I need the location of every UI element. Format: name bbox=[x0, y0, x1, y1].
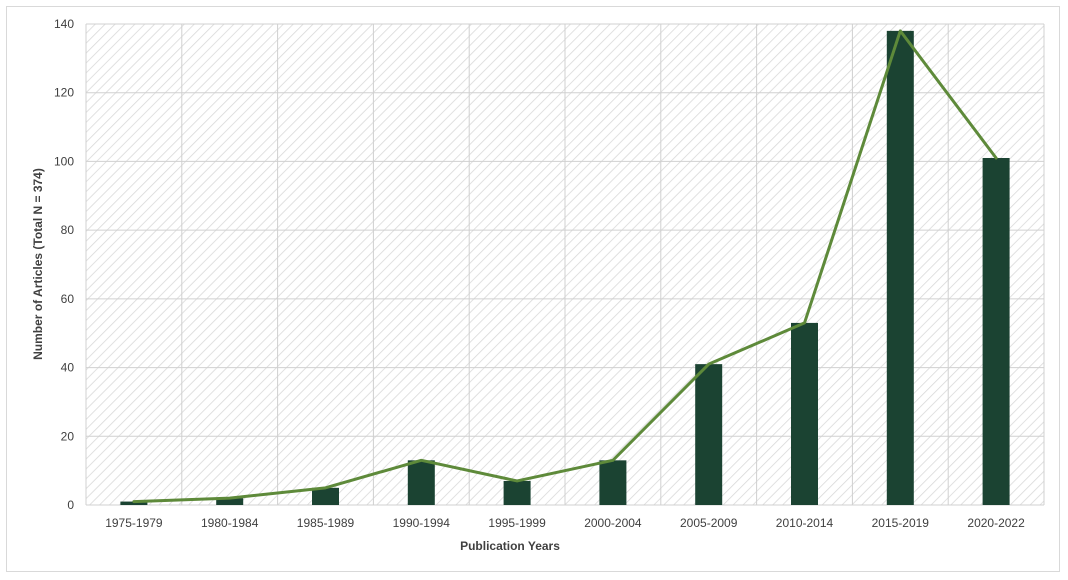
x-tick-label: 1990-1994 bbox=[393, 516, 451, 530]
y-axis-title: Number of Articles (Total N = 374) bbox=[31, 168, 45, 360]
line-series bbox=[132, 29, 998, 504]
y-tick-label: 60 bbox=[61, 292, 75, 306]
x-tick-label: 2000-2004 bbox=[584, 516, 642, 530]
x-tick-label: 2020-2022 bbox=[967, 516, 1025, 530]
y-axis-ticks: 0 20 40 60 80 100 120 140 bbox=[54, 17, 74, 512]
y-tick-label: 40 bbox=[61, 361, 75, 375]
y-tick-label: 100 bbox=[54, 154, 74, 168]
bar-1985-1989 bbox=[312, 487, 339, 505]
x-tick-label: 2005-2009 bbox=[680, 516, 738, 530]
x-axis-title: Publication Years bbox=[460, 539, 560, 553]
y-tick-label: 140 bbox=[54, 17, 74, 31]
x-tick-label: 2015-2019 bbox=[872, 516, 930, 530]
gridlines bbox=[85, 23, 1045, 506]
bar-1990-1994 bbox=[407, 460, 435, 505]
trend-line bbox=[132, 29, 998, 504]
y-tick-label: 0 bbox=[67, 498, 74, 512]
x-tick-label: 1995-1999 bbox=[488, 516, 546, 530]
bar-1995-1999 bbox=[503, 480, 531, 505]
bar-2015-2019 bbox=[886, 30, 914, 505]
x-tick-label: 1975-1979 bbox=[105, 516, 163, 530]
bar-1980-1984 bbox=[216, 498, 244, 505]
y-tick-label: 80 bbox=[61, 223, 75, 237]
x-tick-label: 1985-1989 bbox=[297, 516, 355, 530]
bar-2000-2004 bbox=[599, 460, 627, 505]
bar-1975-1979 bbox=[120, 501, 148, 505]
y-tick-label: 20 bbox=[61, 429, 75, 443]
bar-2020-2022 bbox=[982, 157, 1010, 505]
bar-2010-2014 bbox=[791, 322, 818, 505]
bar-2005-2009 bbox=[695, 364, 723, 505]
bar-series bbox=[120, 30, 1010, 505]
y-tick-label: 120 bbox=[54, 86, 74, 100]
x-tick-label: 2010-2014 bbox=[776, 516, 834, 530]
x-axis-ticks: 1975-1979 1980-1984 1985-1989 1990-1994 1995… bbox=[105, 516, 1025, 530]
x-tick-label: 1980-1984 bbox=[201, 516, 259, 530]
